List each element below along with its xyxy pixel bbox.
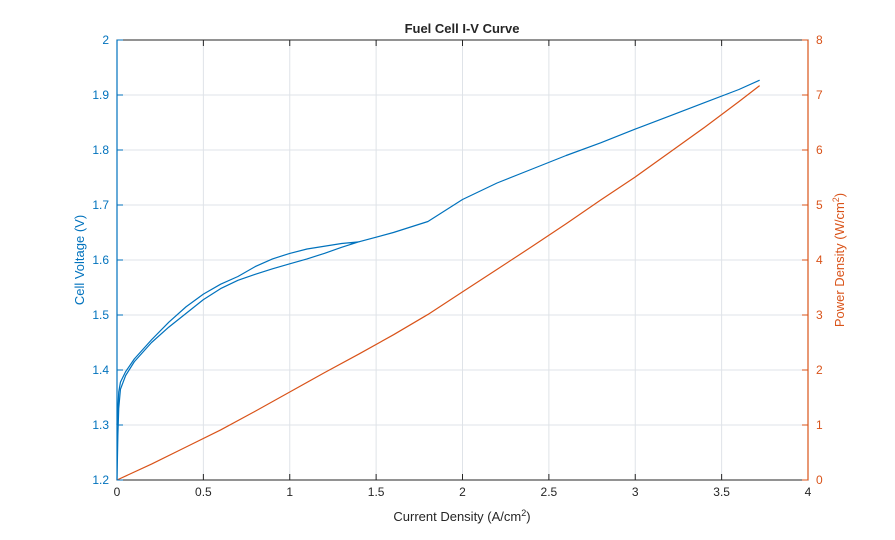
x-axis-label-main: Current Density (A/cm (393, 509, 521, 524)
x-tick-label: 3.5 (713, 485, 730, 499)
y-right-tick-label: 3 (816, 308, 823, 322)
y-right-tick-label: 2 (816, 363, 823, 377)
x-tick-label: 1.5 (368, 485, 385, 499)
x-axis-label: Current Density (A/cm2) (393, 508, 530, 524)
cell-voltage-line-1 (358, 79, 760, 243)
power-density-line-2 (116, 85, 760, 481)
x-tick-label: 0.5 (195, 485, 212, 499)
x-tick-label: 0 (114, 485, 121, 499)
y-left-tick-label: 2 (102, 33, 109, 47)
cell-voltage-line-0 (116, 241, 360, 481)
y-left-tick-label: 1.9 (92, 88, 109, 102)
ticks: 0 0.5 1 1.5 2 2.5 3 3.5 4 1.2 1.3 1.4 1.5 1.6 1.7 1.8 1.… (92, 33, 823, 499)
y-right-tick-label: 6 (816, 143, 823, 157)
x-tick-label: 4 (805, 485, 812, 499)
y-left-tick-label: 1.6 (92, 253, 109, 267)
x-tick-label: 2 (459, 485, 466, 499)
y-right-axis-label-sup: 2 (831, 197, 841, 202)
x-tick-label: 1 (286, 485, 293, 499)
y-right-axis-label-main: Power Density (W/cm (832, 202, 847, 327)
y-left-tick-label: 1.8 (92, 143, 109, 157)
y-left-tick-label: 1.3 (92, 418, 109, 432)
x-tick-label: 3 (632, 485, 639, 499)
y-left-axis-label: Cell Voltage (V) (72, 215, 87, 305)
y-right-tick-label: 1 (816, 418, 823, 432)
y-right-tick-label: 0 (816, 473, 823, 487)
y-right-axis-label-suffix: ) (832, 193, 847, 197)
series-layer (116, 79, 760, 481)
grid (117, 40, 808, 480)
y-left-tick-label: 1.5 (92, 308, 109, 322)
y-right-tick-label: 5 (816, 198, 823, 212)
y-right-axis-label: Power Density (W/cm2) (831, 193, 847, 327)
y-left-tick-label: 1.2 (92, 473, 109, 487)
y-right-tick-label: 7 (816, 88, 823, 102)
chart-title: Fuel Cell I-V Curve (405, 21, 520, 36)
y-right-tick-label: 4 (816, 253, 823, 267)
x-tick-label: 2.5 (541, 485, 558, 499)
y-left-tick-label: 1.7 (92, 198, 109, 212)
y-right-tick-label: 8 (816, 33, 823, 47)
x-axis-label-sup: 2 (521, 508, 526, 518)
x-axis-label-suffix: ) (526, 509, 530, 524)
y-left-tick-label: 1.4 (92, 363, 109, 377)
